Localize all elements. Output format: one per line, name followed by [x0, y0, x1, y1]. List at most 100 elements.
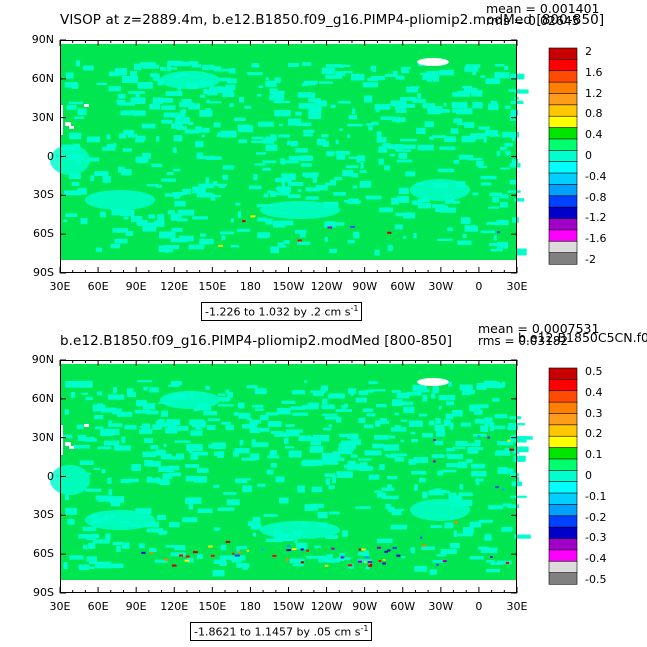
map-plot — [50, 359, 533, 594]
colorbar-tick-label: 0.4 — [585, 128, 603, 142]
map-panel-top: VISOP at z=2889.4m, b.e12.B1850.f09_g16.… — [0, 0, 647, 323]
y-tick-label: 90N — [31, 353, 54, 366]
map-panel-bottom: b.e12.B1850.f09_g16.PIMP4-pliomip2.modMe… — [0, 320, 647, 643]
map-plot — [50, 39, 529, 274]
contour-range-text: -1.226 to 1.032 by .2 cm s — [205, 305, 351, 319]
colorbar-swatch — [548, 526, 578, 540]
x-tick-label: 180 — [239, 600, 261, 613]
colorbar-swatch — [548, 229, 578, 242]
x-tick-label: 90E — [125, 280, 147, 293]
x-tick-label: 150E — [198, 280, 227, 293]
x-tick-label: 30E — [49, 600, 71, 613]
y-tick-label: 60N — [31, 391, 54, 405]
x-tick-label: 150E — [198, 600, 227, 613]
colorbar-swatch — [548, 70, 578, 83]
colorbar-swatch — [548, 161, 578, 174]
colorbar-swatch — [548, 560, 578, 574]
colorbar-swatch — [548, 458, 578, 471]
mean-label: mean = 0.0007531 — [478, 321, 600, 336]
x-tick-label: 120W — [310, 280, 343, 293]
colorbar-tick-label: -0.8 — [585, 190, 607, 204]
colorbar-swatch — [548, 240, 578, 254]
unit-exponent: -1 — [350, 304, 359, 313]
colorbar-tick-label: -0.1 — [585, 489, 607, 503]
panel-title: b.e12.B1850.f09_g16.PIMP4-pliomip2.modMe… — [60, 333, 453, 349]
colorbar-swatch — [548, 172, 578, 186]
x-tick-label: 120W — [310, 600, 343, 613]
colorbar-swatch — [548, 504, 578, 517]
colorbar-tick-label: 0.1 — [585, 448, 603, 462]
x-tick-label: 180 — [239, 280, 261, 293]
extreme-cells — [141, 435, 515, 567]
colorbar-swatch — [548, 424, 578, 437]
x-tick-label: 30W — [428, 280, 454, 293]
x-tick-label: 120E — [160, 600, 189, 613]
colorbar-swatch — [548, 447, 578, 460]
colorbar-tick-label: 1.2 — [585, 86, 603, 100]
axis-ticks — [59, 39, 518, 274]
unit-exponent: -1 — [360, 624, 369, 633]
x-tick-label: 0 — [475, 600, 483, 613]
panel-title: VISOP at z=2889.4m, b.e12.B1850.f09_g16.… — [60, 12, 605, 28]
colorbar-swatch — [548, 481, 578, 494]
colorbar-swatch — [548, 104, 578, 117]
contour-range-box: -1.8621 to 1.1457 by .05 cm s-1 — [190, 622, 373, 641]
y-tick-label: 30N — [31, 430, 54, 444]
colorbar-swatch — [548, 379, 578, 392]
y-tick-label: 0 — [47, 469, 54, 483]
colorbar-swatch — [548, 435, 578, 449]
colorbar-tick-label: 0 — [585, 469, 592, 482]
x-tick-label: 60E — [87, 280, 109, 293]
colorbar-tick-label: 0.8 — [585, 107, 603, 121]
contour-range-text: -1.8621 to 1.1457 by .05 cm s — [194, 625, 361, 639]
extreme-cells — [218, 215, 501, 247]
colorbar-swatch — [548, 184, 578, 197]
x-tick-label: 90W — [352, 600, 378, 613]
x-tick-label: 60W — [390, 280, 416, 293]
colorbar-tick-label: -0.4 — [585, 552, 607, 566]
y-tick-label: 30N — [31, 110, 54, 124]
colorbar-swatch — [548, 470, 578, 483]
y-tick-label: 0 — [47, 149, 54, 163]
colorbar-tick-label: -1.2 — [585, 211, 607, 225]
colorbar-swatch — [548, 367, 578, 380]
y-tick-label: 90N — [31, 33, 54, 46]
y-tick-label: 30S — [33, 188, 54, 202]
contour-range-box: -1.226 to 1.032 by .2 cm s-1 — [201, 302, 363, 321]
colorbar-swatch — [548, 127, 578, 140]
land-mask — [60, 378, 449, 455]
rms-label: rms = 0.02645 — [486, 13, 580, 28]
negative-anomaly-patches — [50, 60, 529, 256]
x-tick-label: 120E — [160, 280, 189, 293]
x-tick-label: 150W — [272, 280, 305, 293]
y-tick-label: 60N — [31, 71, 54, 85]
colorbar-swatch — [548, 150, 578, 163]
axis-ticks — [59, 359, 518, 594]
colorbar-swatch — [548, 413, 578, 426]
y-tick-label: 30S — [33, 508, 54, 522]
colorbar-tick-label: 0.3 — [585, 406, 603, 420]
colorbar-tick-label: -1.6 — [585, 232, 607, 246]
colorbar-tick-label: 0.5 — [585, 365, 603, 378]
colorbar-tick-label: -2 — [585, 253, 596, 266]
colorbar — [548, 47, 578, 265]
x-tick-label: 90W — [352, 280, 378, 293]
colorbar-swatch — [548, 572, 578, 585]
x-tick-label: 30W — [428, 600, 454, 613]
x-tick-label: 30E — [506, 280, 528, 293]
rms-label: rms = 0.03182 — [478, 334, 568, 348]
colorbar-swatch — [548, 252, 578, 265]
colorbar-tick-label: 0.4 — [585, 385, 603, 399]
colorbar-tick-label: 1.6 — [585, 65, 603, 79]
land-mask — [60, 58, 449, 135]
mean-label: mean = 0.001401 — [486, 1, 600, 16]
colorbar-swatch — [548, 93, 578, 106]
colorbar-swatch — [548, 206, 578, 220]
colorbar-swatch — [548, 390, 578, 403]
colorbar-swatch — [548, 47, 578, 60]
colorbar-tick-label: -0.4 — [585, 169, 607, 183]
colorbar-swatch — [548, 195, 578, 208]
colorbar-swatch — [548, 401, 578, 415]
colorbar-swatch — [548, 138, 578, 151]
colorbar-swatch — [548, 492, 578, 506]
